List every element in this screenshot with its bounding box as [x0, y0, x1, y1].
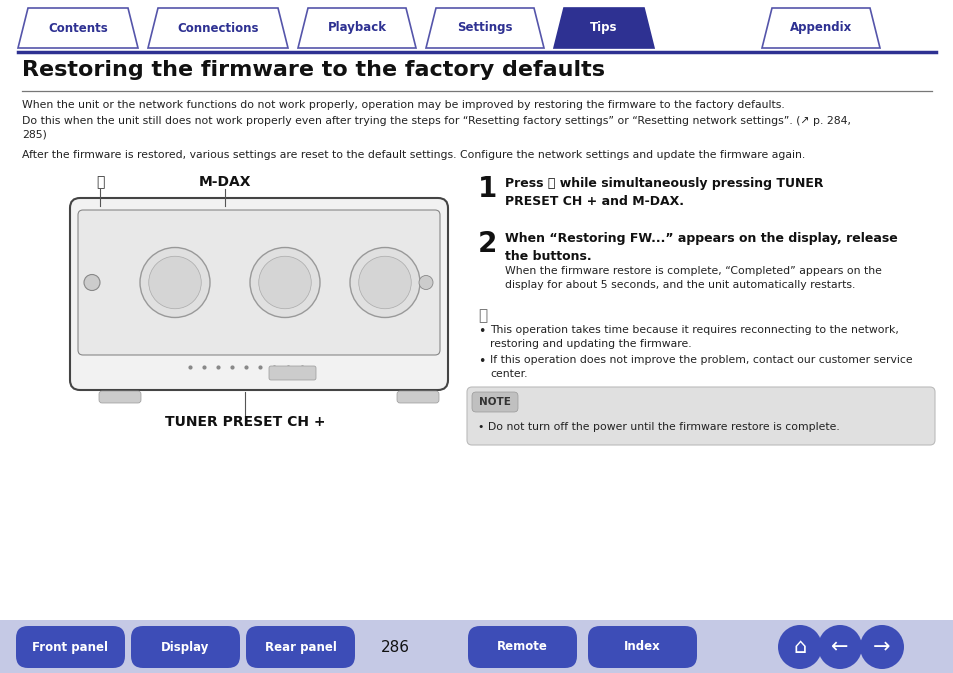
Text: If this operation does not improve the problem, contact our customer service
cen: If this operation does not improve the p… — [490, 355, 912, 379]
Text: Index: Index — [623, 641, 660, 653]
Text: 2: 2 — [477, 230, 497, 258]
Circle shape — [859, 625, 903, 669]
Text: After the firmware is restored, various settings are reset to the default settin: After the firmware is restored, various … — [22, 150, 804, 160]
Text: ⏻: ⏻ — [95, 175, 104, 189]
Text: Front panel: Front panel — [32, 641, 109, 653]
Text: Contents: Contents — [48, 22, 108, 34]
Circle shape — [140, 248, 210, 318]
FancyBboxPatch shape — [99, 391, 141, 403]
Polygon shape — [554, 8, 654, 48]
FancyBboxPatch shape — [16, 626, 125, 668]
Bar — [0, 620, 953, 673]
Text: TUNER PRESET CH +: TUNER PRESET CH + — [165, 415, 325, 429]
FancyBboxPatch shape — [269, 366, 315, 380]
Text: This operation takes time because it requires reconnecting to the network,
resto: This operation takes time because it req… — [490, 325, 898, 349]
Text: Display: Display — [161, 641, 210, 653]
FancyBboxPatch shape — [468, 626, 577, 668]
Text: When the unit or the network functions do not work properly, operation may be im: When the unit or the network functions d… — [22, 100, 784, 110]
Text: Tips: Tips — [590, 22, 618, 34]
FancyBboxPatch shape — [472, 392, 517, 412]
Text: Appendix: Appendix — [789, 22, 851, 34]
FancyBboxPatch shape — [131, 626, 240, 668]
Text: M-DAX: M-DAX — [198, 175, 251, 189]
Text: Press ⏻ while simultaneously pressing TUNER
PRESET CH + and M-DAX.: Press ⏻ while simultaneously pressing TU… — [504, 177, 822, 208]
FancyBboxPatch shape — [78, 210, 439, 355]
Text: •: • — [477, 355, 485, 368]
Text: Playback: Playback — [327, 22, 386, 34]
FancyBboxPatch shape — [467, 387, 934, 445]
Text: Connections: Connections — [177, 22, 258, 34]
Text: 286: 286 — [380, 639, 409, 655]
Text: • Do not turn off the power until the firmware restore is complete.: • Do not turn off the power until the fi… — [477, 422, 839, 432]
Polygon shape — [761, 8, 879, 48]
Circle shape — [778, 625, 821, 669]
Text: When the firmware restore is complete, “Completed” appears on the
display for ab: When the firmware restore is complete, “… — [504, 266, 881, 290]
Text: →: → — [872, 637, 890, 657]
Text: ⌂: ⌂ — [793, 637, 806, 657]
Circle shape — [258, 256, 311, 309]
Circle shape — [418, 275, 433, 289]
Polygon shape — [426, 8, 543, 48]
Polygon shape — [297, 8, 416, 48]
Text: When “Restoring FW...” appears on the display, release
the buttons.: When “Restoring FW...” appears on the di… — [504, 232, 897, 263]
Text: Do this when the unit still does not work properly even after trying the steps f: Do this when the unit still does not wor… — [22, 116, 850, 139]
FancyBboxPatch shape — [246, 626, 355, 668]
Text: ←: ← — [830, 637, 848, 657]
Circle shape — [149, 256, 201, 309]
Circle shape — [250, 248, 319, 318]
Circle shape — [84, 275, 100, 291]
Text: 1: 1 — [477, 175, 497, 203]
Text: •: • — [477, 325, 485, 338]
FancyBboxPatch shape — [587, 626, 697, 668]
Circle shape — [817, 625, 862, 669]
Text: Restoring the firmware to the factory defaults: Restoring the firmware to the factory de… — [22, 60, 604, 80]
Text: Settings: Settings — [456, 22, 512, 34]
Circle shape — [350, 248, 419, 318]
Text: NOTE: NOTE — [478, 397, 511, 407]
FancyBboxPatch shape — [70, 198, 448, 390]
Text: 🖉: 🖉 — [477, 308, 487, 323]
Text: Remote: Remote — [497, 641, 547, 653]
Polygon shape — [18, 8, 138, 48]
Circle shape — [358, 256, 411, 309]
FancyBboxPatch shape — [396, 391, 438, 403]
Polygon shape — [148, 8, 288, 48]
Text: Rear panel: Rear panel — [264, 641, 336, 653]
